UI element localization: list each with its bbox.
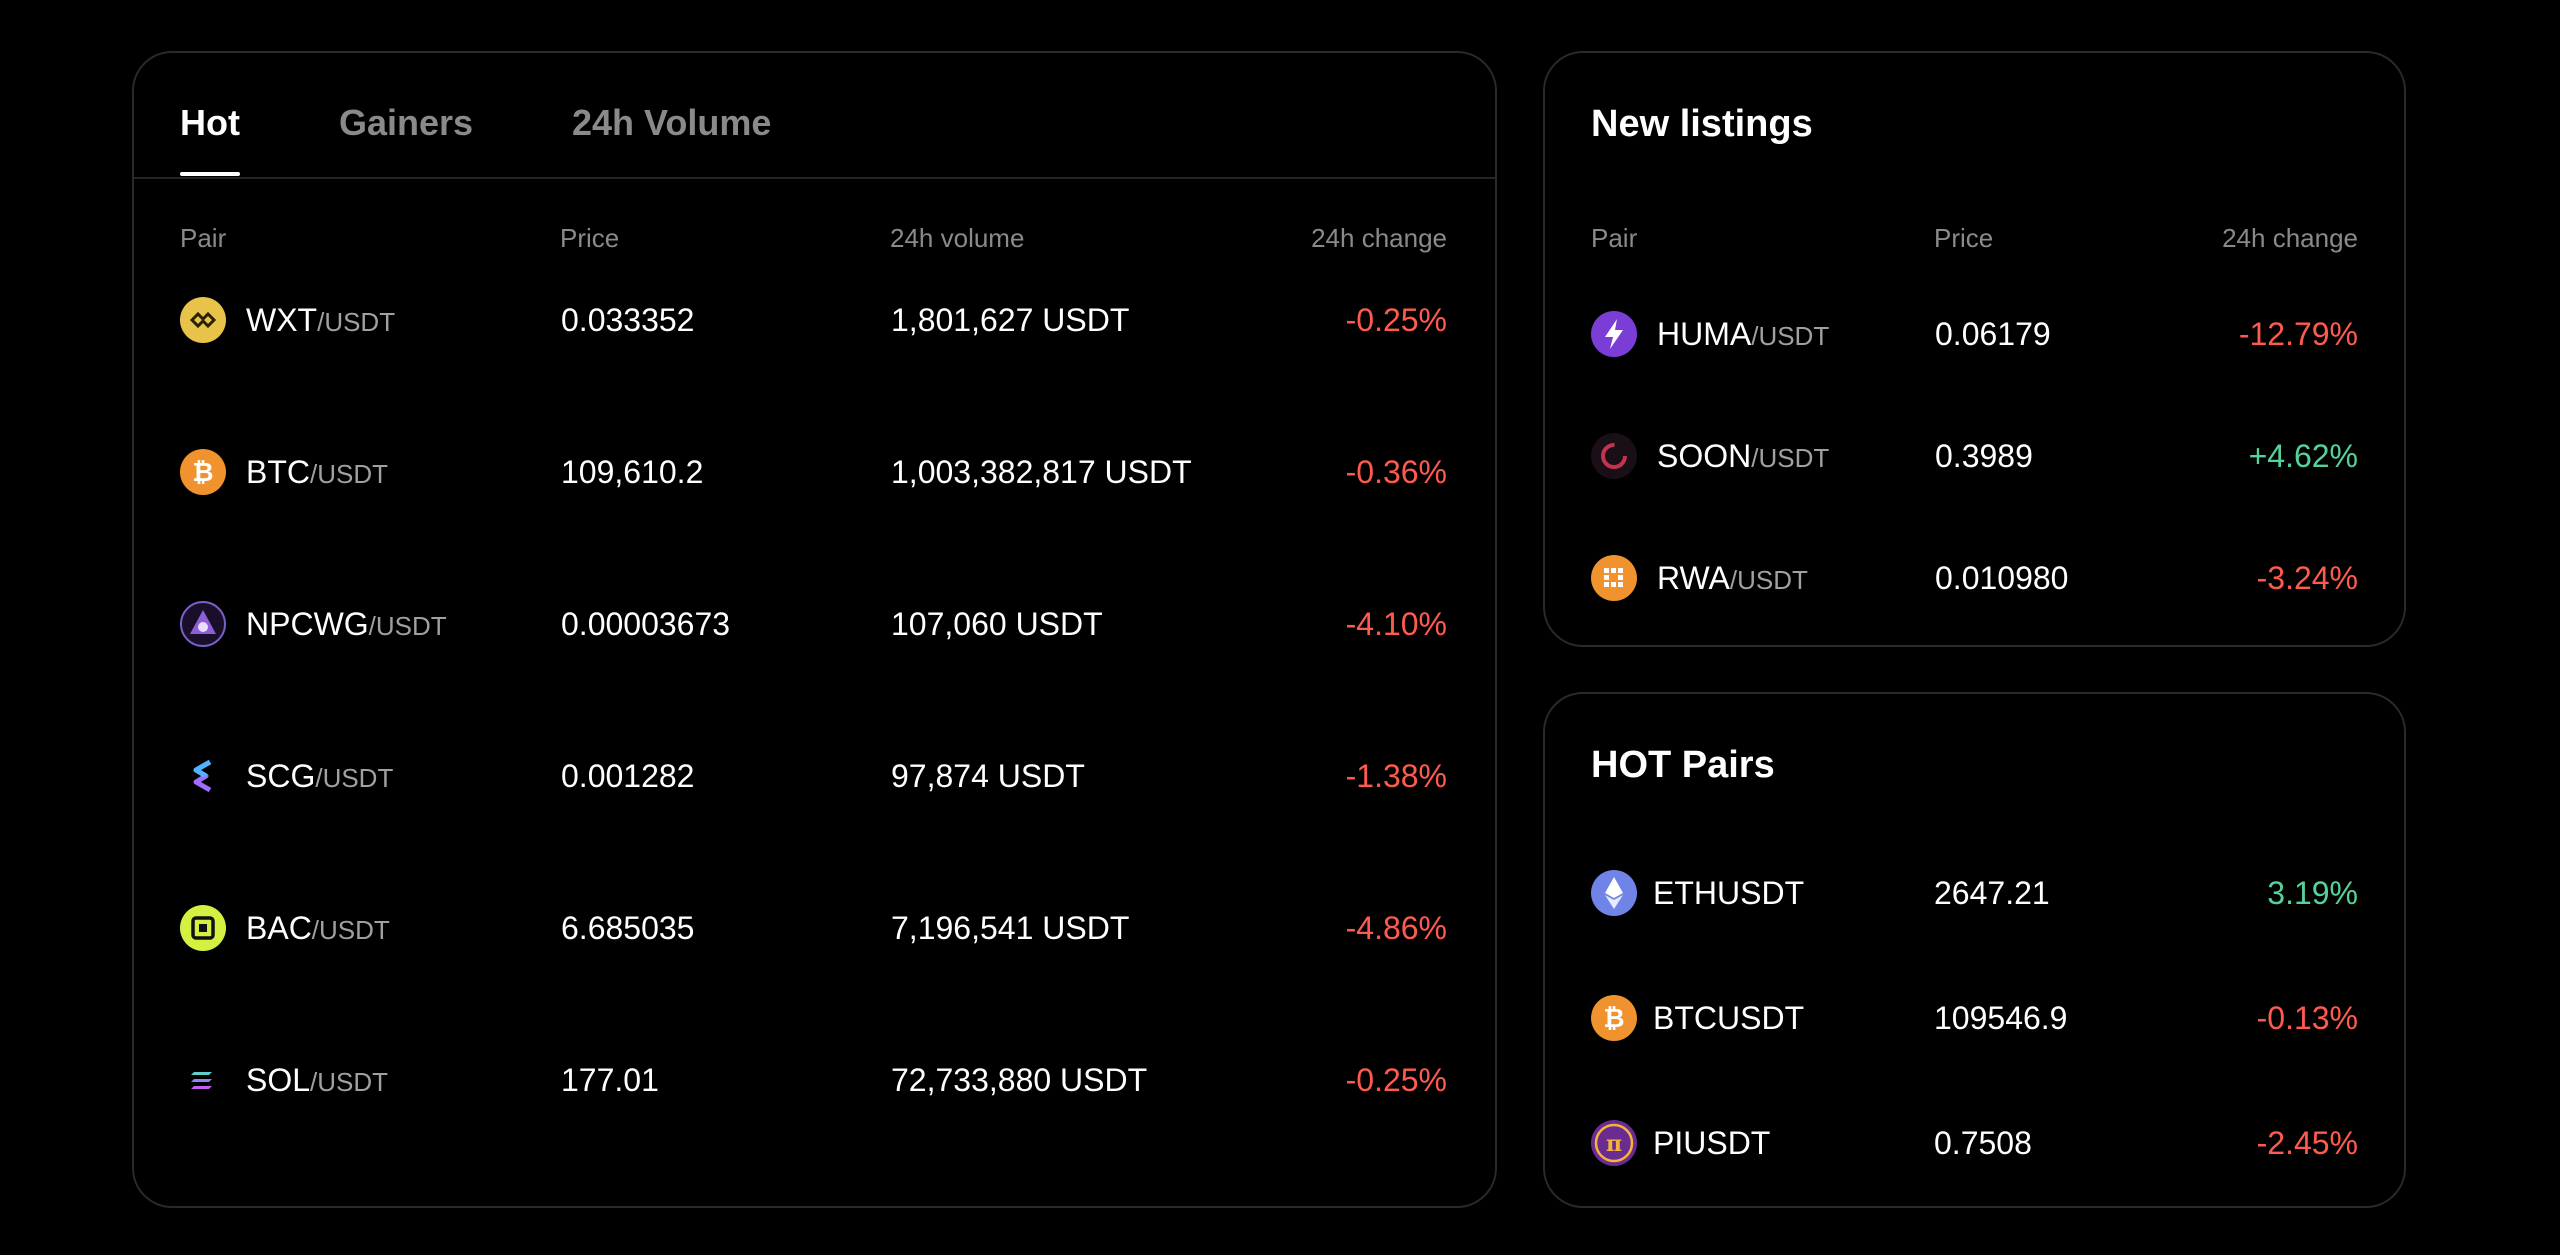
change-value: -12.79% <box>2238 316 2358 352</box>
col-header-pair: Pair <box>1591 223 1638 253</box>
price-value: 0.00003673 <box>561 606 731 642</box>
volume-value: 72,733,880 USDT <box>891 1062 1148 1098</box>
change-value: -3.24% <box>2256 560 2358 596</box>
price-value: 109,610.2 <box>561 454 704 490</box>
col-header-price: Price <box>1934 223 1994 253</box>
pair-label: BTCUSDT <box>1653 1000 1805 1036</box>
list-item[interactable]: ₿ BTCUSDT 109546.9 -0.13% <box>1545 995 2404 1095</box>
pair-label: RWA/USDT <box>1657 560 1808 596</box>
list-item[interactable]: RWA/USDT 0.010980 -3.24% <box>1545 555 2404 655</box>
market-tabs: Hot Gainers 24h Volume <box>134 53 1495 179</box>
btc-icon: ₿ <box>180 449 226 495</box>
price-value: 0.06179 <box>1935 316 2051 352</box>
list-item[interactable]: π PIUSDT 0.7508 -2.45% <box>1545 1120 2404 1220</box>
pair-label: PIUSDT <box>1653 1125 1771 1161</box>
price-value: 6.685035 <box>561 910 695 946</box>
volume-value: 107,060 USDT <box>891 606 1103 642</box>
change-value: -0.25% <box>1345 1062 1447 1098</box>
price-value: 177.01 <box>561 1062 659 1098</box>
pair-label: ETHUSDT <box>1653 875 1805 911</box>
list-item[interactable]: SOON/USDT 0.3989 +4.62% <box>1545 433 2404 533</box>
tab-24h-volume[interactable]: 24h Volume <box>572 102 772 143</box>
wxt-icon <box>180 297 226 343</box>
price-value: 0.3989 <box>1935 438 2033 474</box>
new-listings-title: New listings <box>1591 103 1813 145</box>
npcwg-icon <box>180 601 226 647</box>
table-row[interactable]: BAC/USDT 6.685035 7,196,541 USDT -4.86% <box>134 905 1495 1005</box>
table-row[interactable]: NPCWG/USDT 0.00003673 107,060 USDT -4.10… <box>134 601 1495 701</box>
eth-icon <box>1591 870 1637 916</box>
price-value: 0.010980 <box>1935 560 2069 596</box>
scg-icon <box>180 753 226 799</box>
change-value: -2.45% <box>2256 1125 2358 1161</box>
change-value: 3.19% <box>2267 875 2358 911</box>
pair-label: BTC/USDT <box>246 454 388 490</box>
list-item[interactable]: HUMA/USDT 0.06179 -12.79% <box>1545 311 2404 411</box>
table-row[interactable]: ₿ BTC/USDT 109,610.2 1,003,382,817 USDT … <box>134 449 1495 549</box>
pi-icon: π <box>1591 1120 1637 1166</box>
hot-pairs-card: HOT Pairs ETHUSDT 2647.21 3.19% ₿ BTCUSD… <box>1543 692 2406 1208</box>
change-value: -0.36% <box>1345 454 1447 490</box>
col-header-pair: Pair <box>180 223 227 253</box>
pair-label: BAC/USDT <box>246 910 390 946</box>
change-value: -0.13% <box>2256 1000 2358 1036</box>
pair-label: WXT/USDT <box>246 302 396 338</box>
new-listings-card: New listings Pair Price 24h change HUMA/… <box>1543 51 2406 647</box>
volume-value: 7,196,541 USDT <box>891 910 1130 946</box>
price-value: 0.033352 <box>561 302 695 338</box>
price-value: 109546.9 <box>1934 1000 2068 1036</box>
change-value: -0.25% <box>1345 302 1447 338</box>
change-value: +4.62% <box>2248 438 2358 474</box>
volume-value: 97,874 USDT <box>891 758 1085 794</box>
price-value: 0.7508 <box>1934 1125 2032 1161</box>
col-header-price: Price <box>560 223 620 253</box>
volume-value: 1,801,627 USDT <box>891 302 1130 338</box>
bac-icon <box>180 905 226 951</box>
pair-label: NPCWG/USDT <box>246 606 447 642</box>
tab-gainers[interactable]: Gainers <box>339 102 474 143</box>
pair-label: SOL/USDT <box>246 1062 389 1098</box>
price-value: 2647.21 <box>1934 875 2050 911</box>
svg-text:π: π <box>1606 1131 1622 1157</box>
change-value: -1.38% <box>1345 758 1447 794</box>
price-value: 0.001282 <box>561 758 695 794</box>
rwa-icon <box>1591 555 1637 601</box>
col-header-change: 24h change <box>2222 223 2358 253</box>
sol-icon <box>180 1057 226 1103</box>
table-row[interactable]: WXT/USDT 0.033352 1,801,627 USDT -0.25% <box>134 297 1495 397</box>
col-header-volume: 24h volume <box>890 223 1025 253</box>
pair-label: SCG/USDT <box>246 758 394 794</box>
svg-text:₿: ₿ <box>192 458 213 488</box>
table-row[interactable]: SCG/USDT 0.001282 97,874 USDT -1.38% <box>134 753 1495 853</box>
huma-icon <box>1591 311 1637 357</box>
soon-icon <box>1591 433 1637 479</box>
market-card: Hot Gainers 24h Volume Pair Price 24h vo… <box>132 51 1497 1208</box>
volume-value: 1,003,382,817 USDT <box>891 454 1192 490</box>
change-value: -4.10% <box>1345 606 1447 642</box>
table-row[interactable]: SOL/USDT 177.01 72,733,880 USDT -0.25% <box>134 1057 1495 1157</box>
change-value: -4.86% <box>1345 910 1447 946</box>
hot-pairs-title: HOT Pairs <box>1591 744 1775 786</box>
btc-icon: ₿ <box>1591 995 1637 1041</box>
list-item[interactable]: ETHUSDT 2647.21 3.19% <box>1545 870 2404 970</box>
tab-hot[interactable]: Hot <box>180 102 240 176</box>
pair-label: HUMA/USDT <box>1657 316 1830 352</box>
col-header-change: 24h change <box>1311 223 1447 253</box>
pair-label: SOON/USDT <box>1657 438 1830 474</box>
svg-text:₿: ₿ <box>1603 1004 1624 1034</box>
